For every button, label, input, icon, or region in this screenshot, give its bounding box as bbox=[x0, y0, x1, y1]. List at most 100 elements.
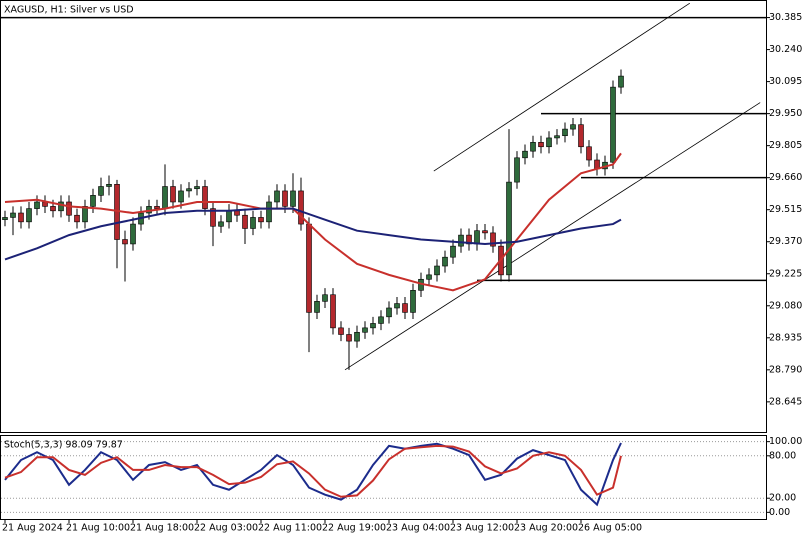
x-tick-label: 26 Aug 05:00 bbox=[578, 523, 642, 534]
candle-body bbox=[426, 274, 432, 280]
candle-body bbox=[242, 214, 248, 229]
candle-body bbox=[186, 188, 192, 192]
candle-body bbox=[18, 212, 24, 223]
stoch-title: Stoch(5,3,3) 98.09 79.87 bbox=[4, 440, 123, 451]
candle-body bbox=[162, 186, 168, 209]
candle-body bbox=[586, 146, 592, 161]
candle-body bbox=[26, 208, 32, 223]
x-tick-label: 23 Aug 04:00 bbox=[386, 523, 450, 534]
candle-body bbox=[306, 223, 312, 313]
candle-body bbox=[578, 124, 584, 148]
y-tick-label: 29.515 bbox=[769, 204, 802, 215]
candle-body bbox=[618, 75, 624, 88]
candle-body bbox=[10, 212, 16, 218]
candle-body bbox=[250, 217, 256, 229]
candle-body bbox=[458, 234, 464, 247]
stoch-plot bbox=[1, 441, 766, 513]
candle-body bbox=[82, 206, 88, 223]
candle-body bbox=[570, 124, 576, 130]
x-tick-label: 23 Aug 20:00 bbox=[514, 523, 578, 534]
candle-body bbox=[346, 334, 352, 342]
candle-body bbox=[90, 195, 96, 207]
candle-body bbox=[194, 186, 200, 190]
stoch-line bbox=[4, 444, 622, 498]
y-tick-label: 100.00 bbox=[769, 436, 802, 447]
candle-body bbox=[298, 190, 304, 225]
x-tick-label: 21 Aug 10:00 bbox=[66, 523, 130, 534]
candle-body bbox=[226, 210, 232, 223]
y-tick-label: 80.00 bbox=[769, 450, 796, 461]
y-tick-label: 20.00 bbox=[769, 493, 796, 504]
y-tick-label: 29.660 bbox=[769, 172, 802, 183]
candle-body bbox=[442, 256, 448, 267]
candle-body bbox=[474, 230, 480, 245]
candle-body bbox=[506, 181, 512, 276]
candle-body bbox=[546, 137, 552, 148]
candle-body bbox=[530, 142, 536, 152]
y-tick-label: 29.080 bbox=[769, 300, 802, 311]
trend-line bbox=[344, 102, 761, 371]
y-tick-label: 30.240 bbox=[769, 44, 802, 55]
candle-body bbox=[234, 210, 240, 216]
y-tick-label: 30.385 bbox=[769, 12, 802, 23]
candle-body bbox=[466, 234, 472, 245]
candle-body bbox=[378, 316, 384, 324]
candle-body bbox=[434, 265, 440, 276]
x-tick-label: 21 Aug 18:00 bbox=[130, 523, 194, 534]
candle-body bbox=[538, 142, 544, 148]
candle-body bbox=[122, 239, 128, 245]
main-plot bbox=[1, 2, 766, 371]
candle-body bbox=[330, 294, 336, 329]
y-tick-label: 28.790 bbox=[769, 364, 802, 375]
candle-body bbox=[178, 190, 184, 203]
y-tick-label: 29.805 bbox=[769, 140, 802, 151]
axes: 30.385 30.240 30.095 29.950 29.805 29.660 29.5… bbox=[2, 12, 802, 533]
candle-body bbox=[410, 290, 416, 313]
candle-body bbox=[370, 323, 376, 329]
candle-body bbox=[610, 86, 616, 163]
moving-average bbox=[4, 152, 622, 292]
stoch-line bbox=[4, 442, 622, 507]
candle-body bbox=[482, 230, 488, 234]
candle-body bbox=[522, 150, 528, 159]
x-tick-label: 23 Aug 12:00 bbox=[450, 523, 514, 534]
candle-body bbox=[314, 301, 320, 313]
main-panel bbox=[0, 0, 767, 433]
candle-body bbox=[338, 327, 344, 335]
candle-body bbox=[202, 186, 208, 209]
x-tick-label: 22 Aug 19:00 bbox=[322, 523, 386, 534]
y-tick-label: 0.00 bbox=[769, 507, 790, 518]
candle-body bbox=[450, 245, 456, 258]
candle-body bbox=[266, 201, 272, 223]
y-tick-label: 29.370 bbox=[769, 236, 802, 247]
candle-body bbox=[394, 303, 400, 309]
candle-body bbox=[50, 206, 56, 212]
candle-body bbox=[34, 201, 40, 209]
candle-body bbox=[386, 307, 392, 318]
chart-title: XAGUSD, H1: Silver vs USD bbox=[4, 5, 134, 16]
candle-body bbox=[66, 201, 72, 216]
candle-body bbox=[354, 331, 360, 342]
x-tick-label: 22 Aug 11:00 bbox=[258, 523, 322, 534]
candle-body bbox=[154, 206, 160, 209]
candle-body bbox=[58, 201, 64, 212]
candle-body bbox=[490, 232, 496, 247]
candle-body bbox=[258, 217, 264, 223]
stoch-panel bbox=[0, 435, 767, 520]
y-tick-label: 28.935 bbox=[769, 332, 802, 343]
candle-body bbox=[98, 186, 104, 196]
trend-line bbox=[433, 2, 691, 172]
candle-body bbox=[554, 135, 560, 139]
x-tick-label: 22 Aug 03:00 bbox=[194, 523, 258, 534]
y-tick-label: 28.645 bbox=[769, 396, 802, 407]
candle-body bbox=[514, 157, 520, 183]
candle-body bbox=[402, 303, 408, 313]
x-tick-label: 21 Aug 2024 bbox=[2, 523, 63, 534]
candle-body bbox=[274, 190, 280, 203]
y-tick-label: 30.095 bbox=[769, 76, 802, 87]
candle-body bbox=[106, 184, 112, 187]
candle-body bbox=[562, 128, 568, 137]
candle-body bbox=[170, 186, 176, 203]
